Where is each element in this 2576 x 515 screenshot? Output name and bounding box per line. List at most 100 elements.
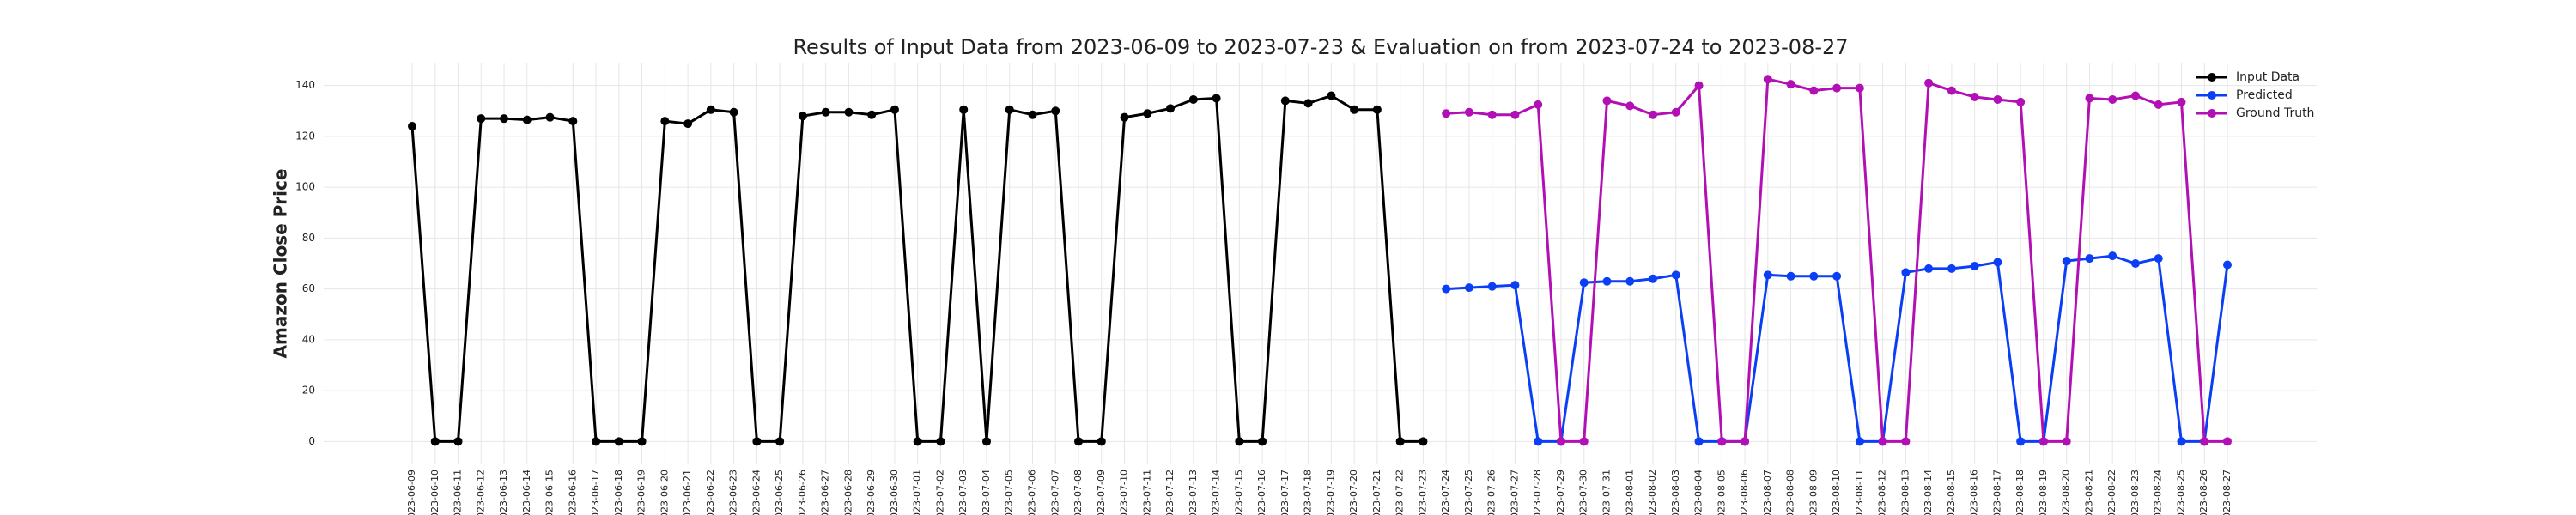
x-tick-label: 2023-08-26 bbox=[2198, 470, 2209, 515]
x-tick-label: 2023-08-13 bbox=[1899, 470, 1911, 515]
x-tick-label: 2023-06-30 bbox=[889, 470, 900, 515]
x-tick-label: 2023-06-21 bbox=[682, 470, 693, 515]
data-point bbox=[1786, 271, 1795, 281]
y-tick-label: 100 bbox=[295, 181, 315, 193]
x-tick-label: 2023-07-25 bbox=[1463, 470, 1474, 515]
x-tick-label: 2023-07-06 bbox=[1027, 470, 1038, 515]
x-tick-label: 2023-06-15 bbox=[544, 470, 556, 515]
x-tick-label: 2023-07-04 bbox=[981, 470, 992, 515]
x-tick-label: 2023-08-03 bbox=[1670, 470, 1681, 515]
data-point bbox=[1625, 101, 1635, 111]
x-tick-label: 2023-07-23 bbox=[1417, 470, 1428, 515]
data-point bbox=[1395, 437, 1405, 446]
x-tick-label: 2023-06-28 bbox=[842, 470, 854, 515]
x-tick-label: 2023-06-18 bbox=[613, 470, 624, 515]
data-point bbox=[1947, 86, 1956, 95]
data-point bbox=[844, 107, 854, 117]
data-point bbox=[2200, 437, 2209, 446]
x-tick-label: 2023-08-17 bbox=[1991, 470, 2002, 515]
data-point bbox=[1280, 96, 1290, 106]
data-point bbox=[798, 112, 807, 121]
data-point bbox=[1855, 437, 1864, 446]
data-point bbox=[1510, 110, 1520, 119]
legend-marker bbox=[2208, 73, 2216, 82]
data-point bbox=[752, 437, 762, 446]
data-point bbox=[729, 107, 738, 117]
x-tick-label: 2023-07-01 bbox=[912, 470, 923, 515]
data-point bbox=[2016, 437, 2026, 446]
data-point bbox=[890, 105, 899, 114]
legend-marker bbox=[2208, 109, 2216, 118]
data-point bbox=[1442, 109, 1451, 118]
x-tick-label: 2023-07-17 bbox=[1279, 470, 1291, 515]
y-tick-label: 20 bbox=[302, 385, 315, 397]
x-tick-label: 2023-08-19 bbox=[2038, 470, 2049, 515]
x-tick-label: 2023-07-10 bbox=[1119, 470, 1130, 515]
data-point bbox=[1786, 80, 1795, 89]
x-tick-label: 2023-06-11 bbox=[453, 470, 464, 515]
x-tick-label: 2023-06-13 bbox=[498, 470, 509, 515]
data-point bbox=[1534, 100, 1543, 109]
data-point bbox=[1649, 110, 1658, 119]
legend-label: Predicted bbox=[2236, 88, 2293, 102]
x-tick-label: 2023-08-27 bbox=[2221, 470, 2233, 515]
x-tick-label: 2023-08-01 bbox=[1624, 470, 1635, 515]
data-point bbox=[821, 107, 830, 117]
data-point bbox=[1763, 270, 1772, 280]
data-point bbox=[1350, 105, 1359, 114]
data-point bbox=[1855, 83, 1864, 93]
y-tick-label: 60 bbox=[302, 282, 315, 294]
data-point bbox=[1534, 437, 1543, 446]
x-tick-label: 2023-06-16 bbox=[567, 470, 578, 515]
y-tick-label: 140 bbox=[295, 79, 315, 91]
x-tick-label: 2023-07-09 bbox=[1096, 470, 1107, 515]
x-tick-label: 2023-07-28 bbox=[1532, 470, 1543, 515]
data-point bbox=[1809, 86, 1819, 95]
x-tick-label: 2023-08-21 bbox=[2083, 470, 2094, 515]
x-tick-label: 2023-06-17 bbox=[590, 470, 601, 515]
x-tick-label: 2023-08-05 bbox=[1716, 470, 1727, 515]
data-point bbox=[1993, 94, 2002, 104]
x-tick-label: 2023-08-10 bbox=[1831, 470, 1842, 515]
data-point bbox=[1625, 276, 1635, 286]
x-tick-label: 2023-08-20 bbox=[2061, 470, 2072, 515]
x-tick-label: 2023-06-10 bbox=[429, 470, 440, 515]
data-point bbox=[1901, 268, 1911, 277]
data-point bbox=[2154, 254, 2163, 264]
x-tick-label: 2023-07-05 bbox=[1004, 470, 1015, 515]
chart-title: Results of Input Data from 2023-06-09 to… bbox=[793, 35, 1848, 59]
data-point bbox=[1464, 107, 1473, 117]
data-point bbox=[453, 437, 463, 446]
data-point bbox=[2223, 260, 2232, 270]
data-point bbox=[408, 122, 416, 131]
data-point bbox=[1671, 270, 1680, 280]
data-point bbox=[1487, 110, 1497, 119]
data-point bbox=[1878, 437, 1887, 446]
x-tick-label: 2023-07-31 bbox=[1601, 470, 1612, 515]
x-tick-label: 2023-08-11 bbox=[1854, 470, 1865, 515]
data-point bbox=[913, 437, 922, 446]
data-point bbox=[867, 110, 877, 119]
x-tick-label: 2023-08-04 bbox=[1693, 470, 1704, 515]
x-tick-label: 2023-08-16 bbox=[1969, 470, 1980, 515]
y-tick-label: 80 bbox=[302, 232, 315, 244]
data-point bbox=[522, 115, 532, 124]
x-tick-label: 2023-08-15 bbox=[1946, 470, 1957, 515]
data-point bbox=[592, 437, 601, 446]
data-point bbox=[1487, 282, 1497, 291]
data-point bbox=[2130, 91, 2140, 100]
data-point bbox=[1188, 94, 1198, 104]
data-point bbox=[1303, 99, 1313, 108]
data-point bbox=[1419, 437, 1428, 446]
data-point bbox=[1832, 83, 1842, 93]
x-tick-label: 2023-08-25 bbox=[2175, 470, 2186, 515]
x-tick-label: 2023-06-09 bbox=[406, 470, 417, 515]
data-point bbox=[2016, 97, 2026, 106]
x-tick-label: 2023-07-02 bbox=[934, 470, 945, 515]
data-point bbox=[706, 105, 715, 114]
data-point bbox=[1097, 437, 1106, 446]
data-point bbox=[660, 117, 670, 126]
x-tick-label: 2023-06-25 bbox=[774, 470, 785, 515]
x-tick-label: 2023-07-14 bbox=[1211, 470, 1222, 515]
